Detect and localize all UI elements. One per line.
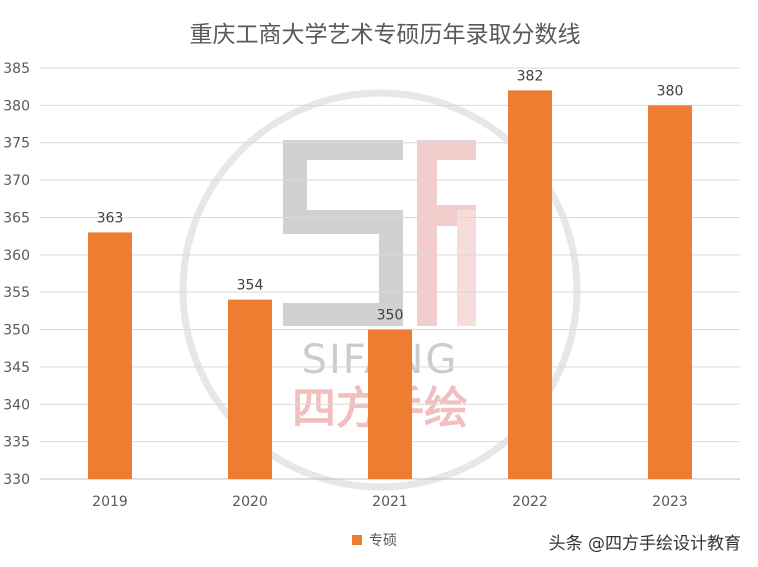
y-tick-label: 365 <box>3 210 30 226</box>
y-tick-label: 385 <box>3 61 30 77</box>
data-label-2020: 354 <box>237 278 264 294</box>
y-tick-label: 380 <box>3 98 30 114</box>
y-tick-label: 335 <box>3 435 30 451</box>
watermark-ring <box>179 89 581 491</box>
x-axis: 2019 2020 2021 2022 2023 <box>92 494 688 510</box>
y-tick-label: 370 <box>3 173 30 189</box>
y-tick-label: 340 <box>3 397 30 413</box>
data-label-2022: 382 <box>517 68 544 84</box>
bar-2022 <box>508 90 552 479</box>
legend-swatch <box>352 535 362 545</box>
legend-label: 专硕 <box>369 533 397 549</box>
data-labels: 363 354 350 382 380 <box>97 68 684 323</box>
chart-title: 重庆工商大学艺术专硕历年录取分数线 <box>190 22 581 48</box>
x-tick-label: 2022 <box>512 494 548 510</box>
y-tick-label: 355 <box>3 285 30 301</box>
y-tick-label: 360 <box>3 248 30 264</box>
x-tick-label: 2019 <box>92 494 128 510</box>
data-label-2019: 363 <box>97 210 124 226</box>
source-credit: 头条 @四方手绘设计教育 <box>549 534 741 554</box>
bar-2019 <box>88 232 132 479</box>
y-tick-label: 375 <box>3 136 30 152</box>
bars <box>88 90 692 479</box>
y-tick-label: 330 <box>3 472 30 488</box>
x-tick-label: 2023 <box>652 494 688 510</box>
x-tick-label: 2020 <box>232 494 268 510</box>
data-label-2023: 380 <box>657 83 684 99</box>
bar-2021 <box>368 329 412 479</box>
x-tick-label: 2021 <box>372 494 408 510</box>
watermark-logo <box>283 140 476 326</box>
y-tick-label: 350 <box>3 323 30 339</box>
y-tick-label: 345 <box>3 360 30 376</box>
bar-2023 <box>648 105 692 479</box>
legend: 专硕 <box>352 533 397 549</box>
bar-2020 <box>228 299 272 479</box>
data-label-2021: 350 <box>377 308 404 324</box>
y-axis: 330 335 340 345 350 355 360 365 370 375 380 385 <box>3 61 30 488</box>
